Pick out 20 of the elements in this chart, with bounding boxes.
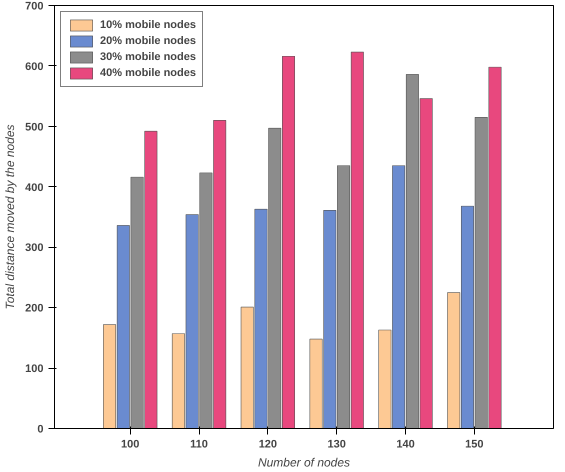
x-tick-label: 100 <box>121 438 140 450</box>
y-tick-label: 400 <box>25 182 44 194</box>
y-tick-label: 700 <box>25 0 44 12</box>
x-tick-label: 150 <box>465 438 484 450</box>
y-tick-label: 600 <box>25 60 44 73</box>
legend-label: 30% mobile nodes <box>100 51 196 63</box>
x-tick-label: 120 <box>258 438 278 450</box>
y-tick-label: 300 <box>25 242 44 254</box>
x-tick-label: 110 <box>190 438 208 450</box>
x-axis-title: Number of nodes <box>258 456 350 470</box>
y-tick-label: 100 <box>25 363 44 376</box>
y-tick-label: 0 <box>37 424 44 436</box>
legend-label: 10% mobile nodes <box>100 19 196 31</box>
x-tick-label: 130 <box>328 438 346 450</box>
legend-label: 20% mobile nodes <box>100 35 196 47</box>
y-tick-label: 200 <box>25 302 44 315</box>
legend-label: 40% mobile nodes <box>100 67 196 79</box>
x-tick-label: 140 <box>396 438 415 450</box>
y-tick-label: 500 <box>25 121 44 134</box>
y-axis-title: Total distance moved by the nodes <box>3 124 18 310</box>
